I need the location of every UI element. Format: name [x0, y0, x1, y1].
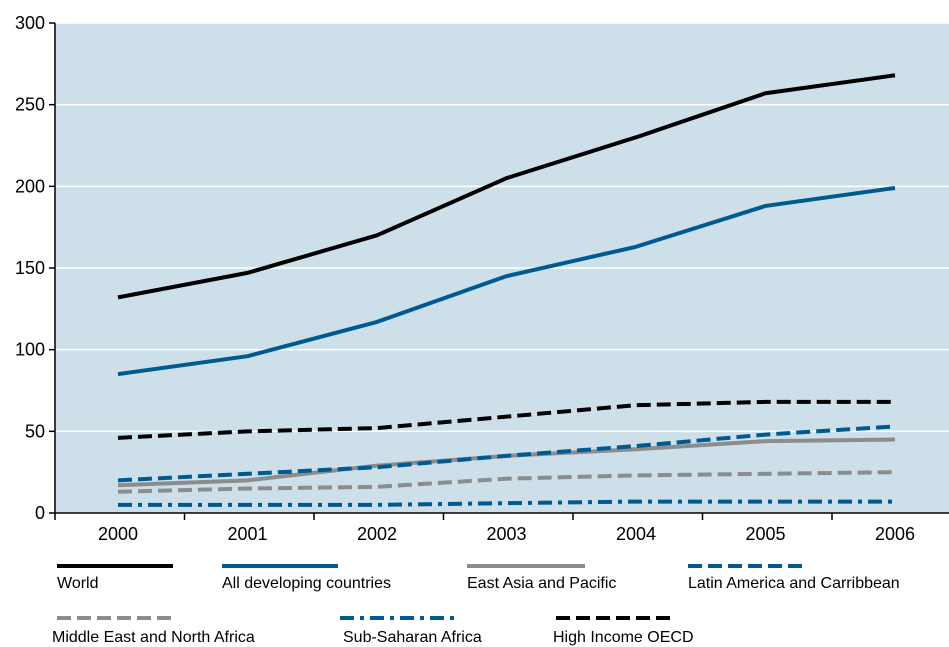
legend-label-5: Sub-Saharan Africa [343, 629, 482, 646]
y-tick-label-50: 50 [25, 421, 45, 441]
legend-label-0: World [57, 575, 99, 592]
y-tick-label-250: 250 [15, 95, 45, 115]
x-tick-labels: 2000 2001 2002 2003 2004 2005 2006 [98, 524, 915, 544]
series-line-5 [118, 499, 895, 507]
y-tick-label-100: 100 [15, 340, 45, 360]
x-tick-label-2001: 2001 [227, 524, 267, 544]
y-tick-label-200: 200 [15, 176, 45, 196]
legend: World All developing countries East Asia a… [52, 564, 900, 646]
x-tick-label-2000: 2000 [98, 524, 138, 544]
x-tick-label-2003: 2003 [486, 524, 526, 544]
series-line-3 [117, 424, 896, 483]
series-line-6 [117, 399, 895, 440]
legend-label-2: East Asia and Pacific [467, 575, 616, 592]
gridlines [55, 22, 949, 433]
x-tick-label-2005: 2005 [745, 524, 785, 544]
series-lines [117, 73, 896, 507]
y-tick-label-300: 300 [15, 13, 45, 33]
legend-label-3: Latin America and Carribbean [688, 575, 900, 592]
x-tick-label-2002: 2002 [357, 524, 397, 544]
y-tick-labels: 0 50 100 150 200 250 300 [15, 13, 45, 523]
x-tick-label-2004: 2004 [616, 524, 656, 544]
y-tick-label-0: 0 [35, 503, 45, 523]
series-line-1 [117, 185, 896, 377]
series-line-4 [117, 470, 896, 494]
y-tick-label-150: 150 [15, 258, 45, 278]
series-line-0 [117, 73, 896, 300]
x-tick-label-2006: 2006 [875, 524, 915, 544]
legend-label-4: Middle East and North Africa [52, 629, 255, 646]
legend-label-6: High Income OECD [553, 629, 694, 646]
legend-label-1: All developing countries [222, 575, 391, 592]
axes [49, 22, 949, 520]
